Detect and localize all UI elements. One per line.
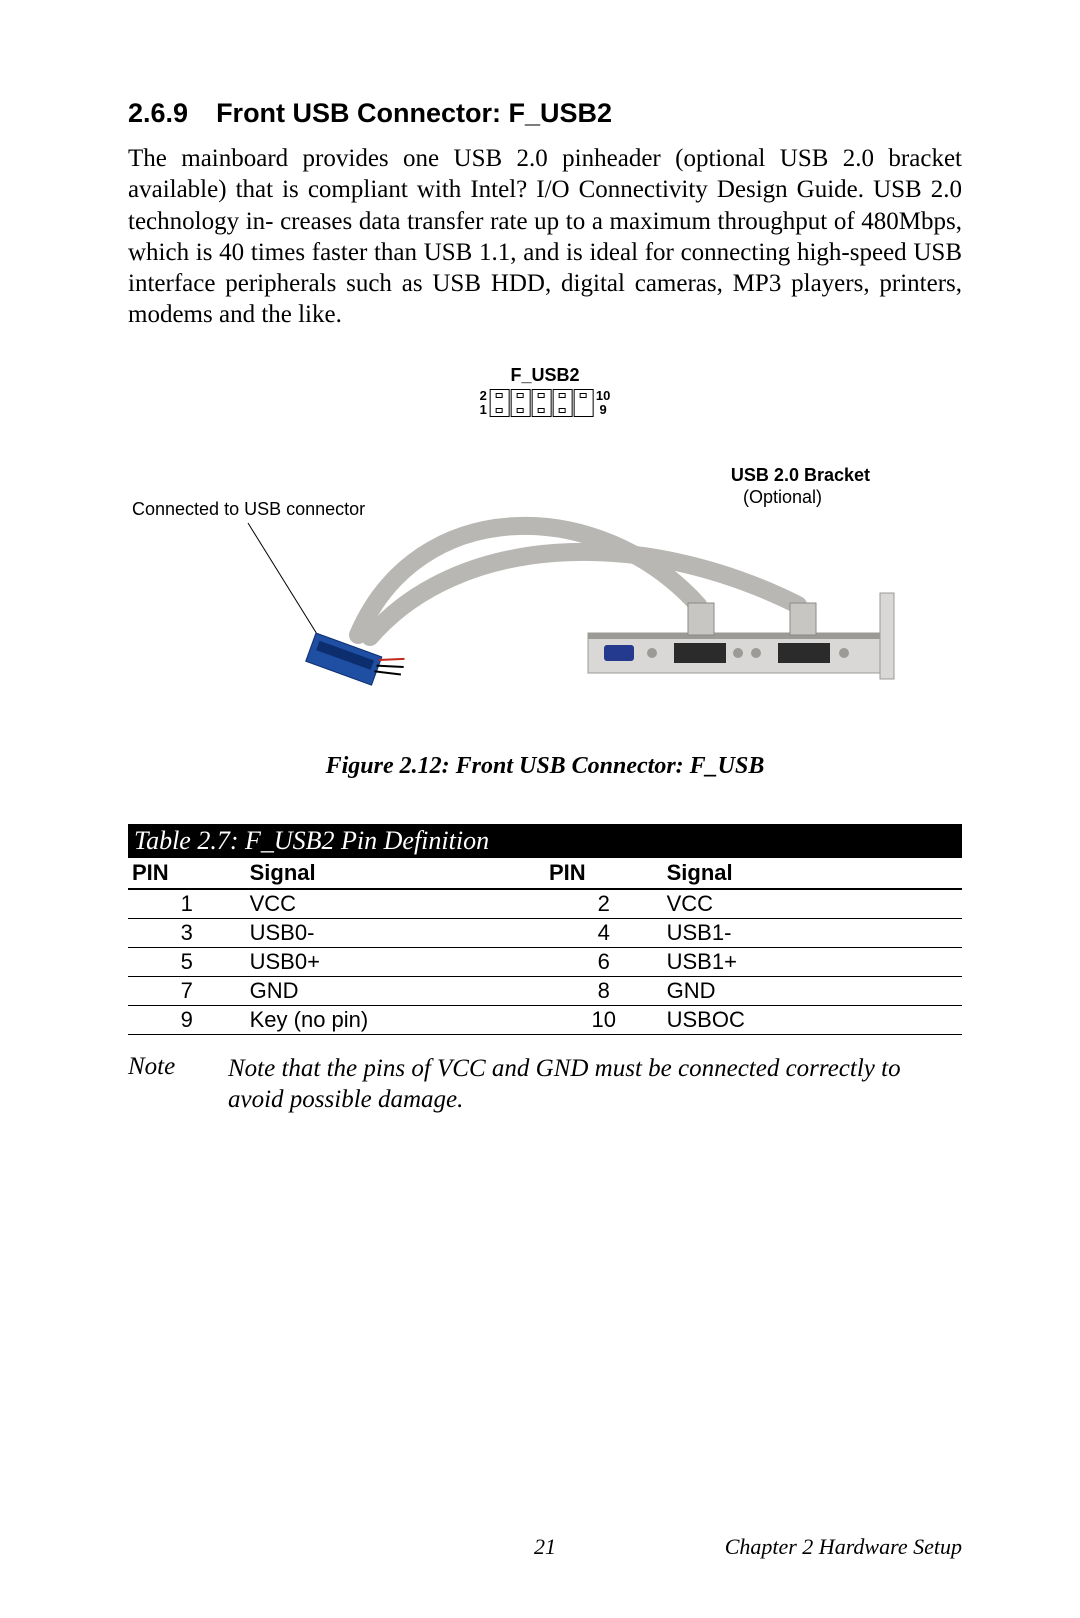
table-header: PIN (545, 858, 663, 889)
pin-col (489, 389, 509, 417)
table-cell: 2 (545, 889, 663, 919)
note-text: Note that the pins of VCC and GND must b… (228, 1053, 962, 1116)
body-paragraph: The mainboard provides one USB 2.0 pinhe… (128, 143, 962, 331)
table-cell: GND (663, 976, 962, 1005)
section-heading: 2.6.9 Front USB Connector: F_USB2 (128, 98, 962, 129)
table-cell: VCC (246, 889, 545, 919)
pinheader-diagram: 2 1 10 9 (480, 389, 611, 417)
pin-number: 2 (480, 389, 487, 403)
table-cell: USB0- (246, 918, 545, 947)
chapter-label: Chapter 2 Hardware Setup (725, 1534, 962, 1560)
table-row: 3USB0-4USB1- (128, 918, 962, 947)
table-header: PIN (128, 858, 246, 889)
table-cell: VCC (663, 889, 962, 919)
table-row: 5USB0+6USB1+ (128, 947, 962, 976)
section-number: 2.6.9 (128, 98, 188, 129)
table-cell: USBOC (663, 1005, 962, 1034)
pin-col (552, 389, 572, 417)
table-cell: 7 (128, 976, 246, 1005)
table-cell: 9 (128, 1005, 246, 1034)
page-number: 21 (534, 1534, 556, 1560)
table-cell: USB1- (663, 918, 962, 947)
pin-numbers-left: 2 1 (480, 389, 487, 417)
table-cell: 1 (128, 889, 246, 919)
figure-f-usb: F_USB2 2 1 10 9 Connected to USB connect… (128, 365, 962, 745)
pin-numbers-right: 10 9 (596, 389, 610, 417)
table-cell: Key (no pin) (246, 1005, 545, 1034)
table-cell: 10 (545, 1005, 663, 1034)
pin-col (510, 389, 530, 417)
pin-col (531, 389, 551, 417)
table-cell: USB1+ (663, 947, 962, 976)
table-header: Signal (663, 858, 962, 889)
annotation-right-title: USB 2.0 Bracket (731, 465, 870, 486)
table-title: Table 2.7: F_USB2 Pin Definition (128, 824, 962, 858)
table-cell: USB0+ (246, 947, 545, 976)
pin-number: 10 (596, 389, 610, 403)
pin-number: 9 (596, 403, 610, 417)
note-label: Note (128, 1053, 228, 1116)
table-cell: 8 (545, 976, 663, 1005)
table-cell: 5 (128, 947, 246, 976)
figure-caption: Figure 2.12: Front USB Connector: F_USB (128, 753, 962, 780)
note-block: Note Note that the pins of VCC and GND m… (128, 1053, 962, 1116)
table-cell: GND (246, 976, 545, 1005)
table-header: Signal (246, 858, 545, 889)
table-row: 9Key (no pin)10USBOC (128, 1005, 962, 1034)
table-header-row: PIN Signal PIN Signal (128, 858, 962, 889)
table-row: 1VCC2VCC (128, 889, 962, 919)
pin-columns (489, 389, 594, 417)
section-title: Front USB Connector: F_USB2 (216, 98, 612, 128)
pin-definition-table: PIN Signal PIN Signal 1VCC2VCC3USB0-4USB… (128, 858, 962, 1035)
table-cell: 4 (545, 918, 663, 947)
pin-col (573, 389, 593, 417)
pin-number: 1 (480, 403, 487, 417)
pinheader-label: F_USB2 (510, 365, 579, 386)
page-footer: 21 Chapter 2 Hardware Setup (128, 1534, 962, 1560)
usb-bracket-illustration (238, 485, 898, 725)
table-cell: 6 (545, 947, 663, 976)
table-cell: 3 (128, 918, 246, 947)
table-row: 7GND8GND (128, 976, 962, 1005)
